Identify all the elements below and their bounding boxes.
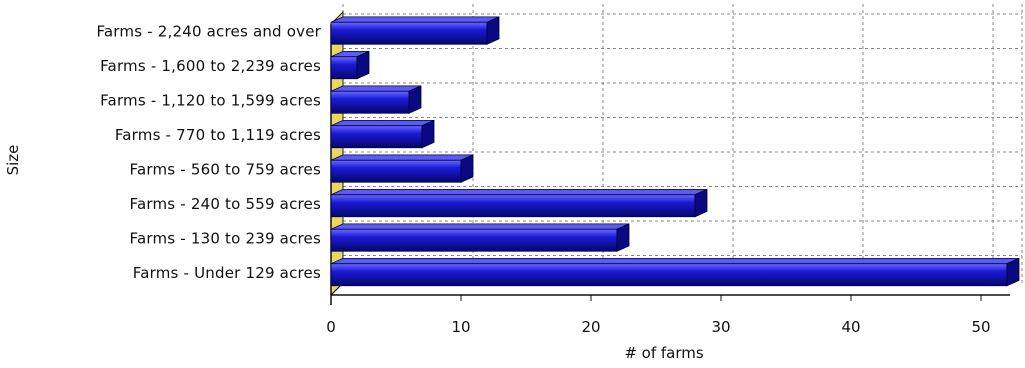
- bar: [330, 16, 500, 45]
- category-label: Farms - 130 to 239 acres: [130, 229, 321, 247]
- x-axis-title: # of farms: [624, 344, 704, 362]
- category-label: Farms - 1,600 to 2,239 acres: [100, 57, 321, 75]
- category-label: Farms - 770 to 1,119 acres: [115, 126, 321, 144]
- x-tick-label: 50: [971, 318, 990, 336]
- bar: [330, 154, 474, 183]
- category-label: Farms - Under 129 acres: [133, 264, 321, 282]
- bars: [330, 16, 1020, 287]
- category-label: Farms - 560 to 759 acres: [130, 160, 321, 178]
- x-tick-labels: 0 10 20 30 40 50: [326, 295, 991, 336]
- category-label: Farms - 2,240 acres and over: [96, 22, 321, 40]
- x-tick-label: 0: [326, 318, 336, 336]
- category-labels: Farms - 2,240 acres and over Farms - 1,60…: [96, 22, 321, 282]
- plot-floor: [330, 10, 1010, 305]
- bar: [330, 119, 435, 149]
- category-label: Farms - 1,120 to 1,599 acres: [100, 91, 321, 109]
- x-tick-label: 20: [581, 318, 600, 336]
- gridlines: [342, 4, 1023, 283]
- bar: [330, 85, 422, 114]
- bar: [330, 188, 708, 218]
- x-tick-label: 40: [841, 318, 860, 336]
- x-tick-label: 10: [451, 318, 470, 336]
- bar: [330, 50, 370, 80]
- category-label: Farms - 240 to 559 acres: [130, 195, 321, 213]
- bar: [330, 257, 1020, 287]
- y-axis-title: Size: [4, 145, 22, 176]
- bar: [330, 223, 630, 252]
- x-tick-label: 30: [711, 318, 730, 336]
